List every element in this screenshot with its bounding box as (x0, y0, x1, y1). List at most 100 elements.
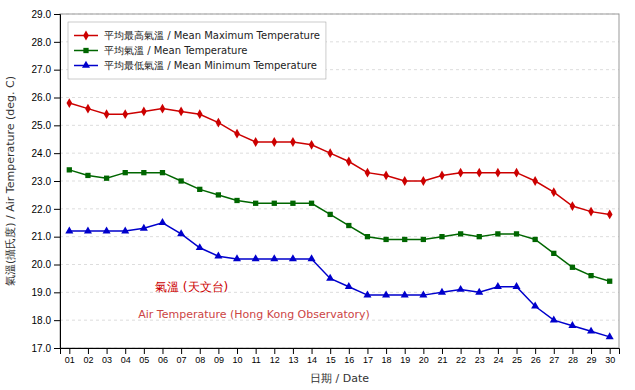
point (327, 148, 333, 158)
x-tick: 21 (437, 348, 447, 365)
x-tick-mark (554, 348, 555, 354)
y-tick-mark (54, 292, 60, 293)
x-tick: 28 (568, 348, 578, 365)
series-line (69, 170, 609, 281)
point (475, 288, 483, 295)
x-tick-label: 18 (382, 355, 392, 365)
point (570, 265, 575, 270)
grid-line (60, 264, 619, 265)
x-tick: 27 (549, 348, 559, 365)
x-tick-label: 10 (233, 355, 243, 365)
point (401, 290, 409, 297)
y-tick-label: 26.0 (32, 92, 52, 103)
point (346, 223, 351, 228)
point (122, 109, 128, 119)
point (365, 168, 371, 178)
point (290, 201, 295, 206)
x-tick: 20 (419, 348, 429, 365)
x-tick: 19 (400, 348, 410, 365)
x-tick-mark (498, 348, 499, 354)
x-tick-mark (125, 348, 126, 354)
point (160, 104, 166, 114)
x-tick-mark (107, 348, 108, 354)
point (85, 173, 90, 178)
x-tick: 16 (344, 348, 354, 365)
x-tick: 24 (493, 348, 503, 365)
point (607, 209, 613, 219)
y-tick-mark (54, 14, 60, 15)
point (458, 231, 463, 236)
point (233, 254, 241, 261)
legend-item: 平均最低氣溫 / Mean Minimum Temperature (74, 60, 317, 71)
point (67, 167, 72, 172)
x-tick-label: 04 (121, 355, 131, 365)
y-tick: 28.0 (32, 37, 60, 48)
point (85, 104, 91, 114)
point (345, 282, 353, 289)
x-axis-title: 日期 / Date (310, 372, 369, 385)
series-line (69, 103, 609, 214)
y-tick-mark (54, 348, 60, 349)
y-axis: 17.018.019.020.021.022.023.024.025.026.0… (32, 9, 61, 354)
x-tick-label: 26 (531, 355, 541, 365)
point (533, 237, 538, 242)
legend: 平均最高氣溫 / Mean Maximum Temperature平均氣溫 / … (68, 22, 326, 79)
point (123, 170, 128, 175)
x-tick-mark (442, 348, 443, 354)
point (252, 254, 260, 261)
point (346, 157, 352, 167)
x-tick: 11 (251, 348, 260, 365)
x-tick-mark (293, 348, 294, 354)
y-axis-line (54, 15, 61, 349)
point (234, 129, 240, 139)
point (214, 252, 222, 259)
point (66, 98, 72, 108)
x-tick-label: 02 (83, 355, 93, 365)
point (178, 178, 183, 183)
x-tick: 12 (270, 348, 280, 365)
point (587, 327, 595, 334)
x-tick-mark (591, 348, 592, 354)
x-tick-mark (256, 348, 257, 354)
x-tick: 25 (512, 348, 522, 365)
point (197, 109, 203, 119)
x-tick-label: 15 (326, 355, 336, 365)
point (514, 168, 520, 178)
x-tick: 05 (139, 348, 149, 365)
point (439, 171, 445, 181)
x-tick-label: 24 (493, 355, 503, 365)
x-tick-mark (423, 348, 424, 354)
x-tick: 18 (382, 348, 392, 365)
series (66, 98, 612, 219)
x-tick: 07 (177, 348, 187, 365)
point (160, 170, 165, 175)
legend-item: 平均氣溫 / Mean Temperature (74, 45, 248, 56)
y-tick-label: 20.0 (32, 259, 52, 270)
y-tick-mark (54, 125, 60, 126)
x-tick-mark (479, 348, 480, 354)
x-tick-mark (610, 348, 611, 354)
x-tick-mark (386, 348, 387, 354)
x-tick-mark (517, 348, 518, 354)
point (514, 231, 519, 236)
point (383, 237, 388, 242)
y-tick-mark (54, 265, 60, 266)
point (197, 187, 202, 192)
x-tick: 06 (158, 348, 168, 365)
x-tick: 08 (195, 348, 205, 365)
y-tick-label: 27.0 (32, 64, 52, 75)
point (270, 254, 278, 261)
x-tick-label: 22 (456, 355, 466, 365)
x-tick-label: 21 (437, 355, 447, 365)
grid-line (60, 292, 619, 293)
x-tick-mark (367, 348, 368, 354)
y-tick-label: 22.0 (32, 204, 52, 215)
point (141, 106, 147, 116)
point (421, 176, 427, 186)
x-tick-label: 16 (344, 355, 354, 365)
x-tick: 01 (65, 348, 75, 365)
x-tick: 03 (102, 348, 112, 365)
x-tick-label: 13 (288, 355, 298, 365)
point (290, 137, 296, 147)
y-tick-mark (54, 237, 60, 238)
